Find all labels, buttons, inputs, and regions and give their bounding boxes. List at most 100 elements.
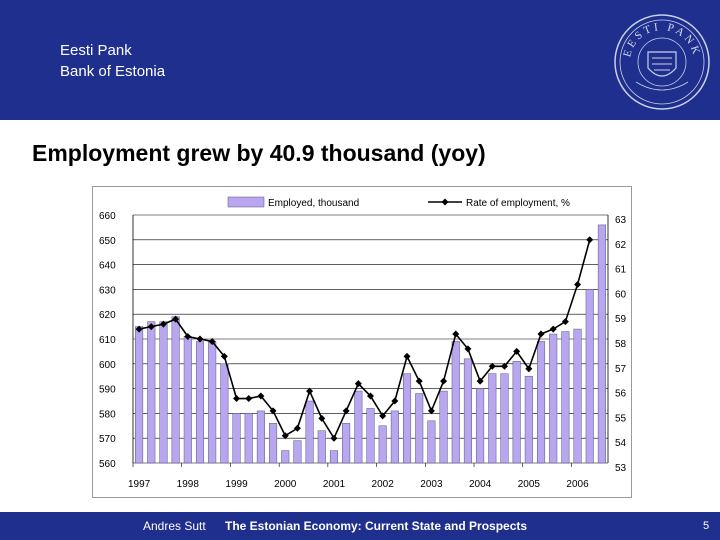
y-left-tick-label: 600 bbox=[99, 360, 116, 371]
bar bbox=[281, 450, 290, 464]
bar bbox=[415, 393, 424, 464]
line-point bbox=[184, 333, 192, 341]
line-point bbox=[281, 432, 289, 440]
line-point bbox=[342, 407, 350, 415]
x-tick-label: 2006 bbox=[566, 479, 589, 490]
y-right-tick-label: 55 bbox=[615, 413, 627, 424]
line-point bbox=[233, 395, 241, 403]
bar bbox=[183, 336, 192, 464]
bar bbox=[524, 375, 533, 464]
bar bbox=[476, 388, 485, 464]
line-point bbox=[488, 362, 496, 370]
bar bbox=[488, 373, 497, 464]
bar bbox=[403, 373, 412, 464]
y-right-tick-label: 54 bbox=[615, 438, 627, 449]
bar bbox=[147, 321, 156, 464]
bar bbox=[159, 321, 168, 464]
footer-title: The Estonian Economy: Current State and … bbox=[225, 519, 528, 533]
y-right-tick-label: 61 bbox=[615, 265, 627, 276]
bar bbox=[293, 440, 302, 464]
line-point bbox=[586, 236, 594, 244]
page-number: 5 bbox=[703, 520, 710, 532]
x-tick-label: 2004 bbox=[469, 479, 492, 490]
employment-rate-line bbox=[138, 239, 591, 440]
y-left-tick-label: 650 bbox=[99, 236, 116, 247]
bar bbox=[244, 413, 253, 464]
slide-title: Employment grew by 40.9 thousand (yoy) bbox=[32, 140, 486, 166]
bar bbox=[305, 400, 314, 464]
line-point bbox=[440, 377, 448, 385]
bar bbox=[463, 358, 472, 464]
legend-label-rate: Rate of employment, % bbox=[466, 198, 570, 209]
line-point bbox=[318, 414, 326, 422]
line-point bbox=[306, 387, 314, 395]
y-right-tick-label: 59 bbox=[615, 314, 627, 325]
x-tick-label: 2005 bbox=[518, 479, 541, 490]
bar bbox=[354, 390, 363, 464]
header-bar bbox=[0, 0, 720, 120]
y-right-tick-label: 56 bbox=[615, 389, 627, 400]
bar bbox=[329, 450, 338, 464]
line-point bbox=[196, 335, 204, 343]
bar bbox=[451, 341, 460, 464]
x-tick-label: 1999 bbox=[225, 479, 248, 490]
line-point bbox=[537, 330, 545, 338]
bar bbox=[549, 333, 558, 464]
bar bbox=[378, 425, 387, 464]
bar bbox=[195, 341, 205, 464]
line-point bbox=[476, 377, 484, 385]
bar bbox=[573, 328, 582, 464]
y-right-tick-label: 53 bbox=[615, 463, 627, 474]
x-tick-label: 1997 bbox=[128, 479, 151, 490]
y-right-tick-label: 60 bbox=[615, 289, 627, 300]
line-point bbox=[245, 395, 253, 403]
x-tick-label: 1998 bbox=[177, 479, 200, 490]
bar bbox=[232, 413, 241, 464]
bar bbox=[512, 361, 521, 464]
line-point bbox=[269, 407, 277, 415]
line-point bbox=[500, 362, 508, 370]
bar bbox=[256, 410, 265, 464]
y-left-tick-label: 630 bbox=[99, 285, 116, 296]
y-left-tick-label: 590 bbox=[99, 385, 116, 396]
bar bbox=[390, 410, 399, 464]
x-tick-label: 2002 bbox=[372, 479, 395, 490]
footer-bar bbox=[0, 512, 720, 540]
line-point bbox=[574, 280, 582, 288]
line-point bbox=[159, 320, 167, 328]
bar bbox=[342, 423, 351, 464]
line-point bbox=[415, 377, 423, 385]
bar bbox=[585, 289, 594, 464]
bar bbox=[500, 373, 509, 464]
y-left-tick-label: 560 bbox=[99, 459, 116, 470]
y-left-tick-label: 610 bbox=[99, 335, 116, 346]
line-point bbox=[513, 347, 521, 355]
bank-seal-logo: EESTI PANK bbox=[614, 14, 710, 110]
line-point bbox=[391, 397, 399, 405]
line-point bbox=[147, 323, 155, 331]
line-point bbox=[220, 352, 228, 360]
line-point bbox=[464, 345, 472, 353]
bank-name-english: Bank of Estonia bbox=[60, 63, 166, 80]
y-left-tick-label: 620 bbox=[99, 310, 116, 321]
line-point bbox=[135, 325, 143, 333]
bar bbox=[366, 408, 375, 464]
bar bbox=[220, 363, 229, 464]
bar bbox=[427, 420, 436, 464]
line-point bbox=[549, 325, 557, 333]
line-point bbox=[257, 392, 265, 400]
line-point bbox=[379, 412, 387, 420]
x-tick-label: 2001 bbox=[323, 479, 346, 490]
bar bbox=[317, 430, 326, 464]
y-right-tick-label: 62 bbox=[615, 240, 627, 251]
x-tick-label: 2000 bbox=[274, 479, 297, 490]
legend-label-employed: Employed, thousand bbox=[268, 198, 359, 209]
line-point bbox=[452, 330, 460, 338]
y-left-tick-label: 570 bbox=[99, 434, 116, 445]
line-point bbox=[208, 337, 216, 345]
line-point bbox=[330, 434, 338, 442]
x-tick-label: 2003 bbox=[420, 479, 443, 490]
legend-swatch-employed bbox=[227, 196, 265, 208]
line-point bbox=[293, 424, 301, 432]
